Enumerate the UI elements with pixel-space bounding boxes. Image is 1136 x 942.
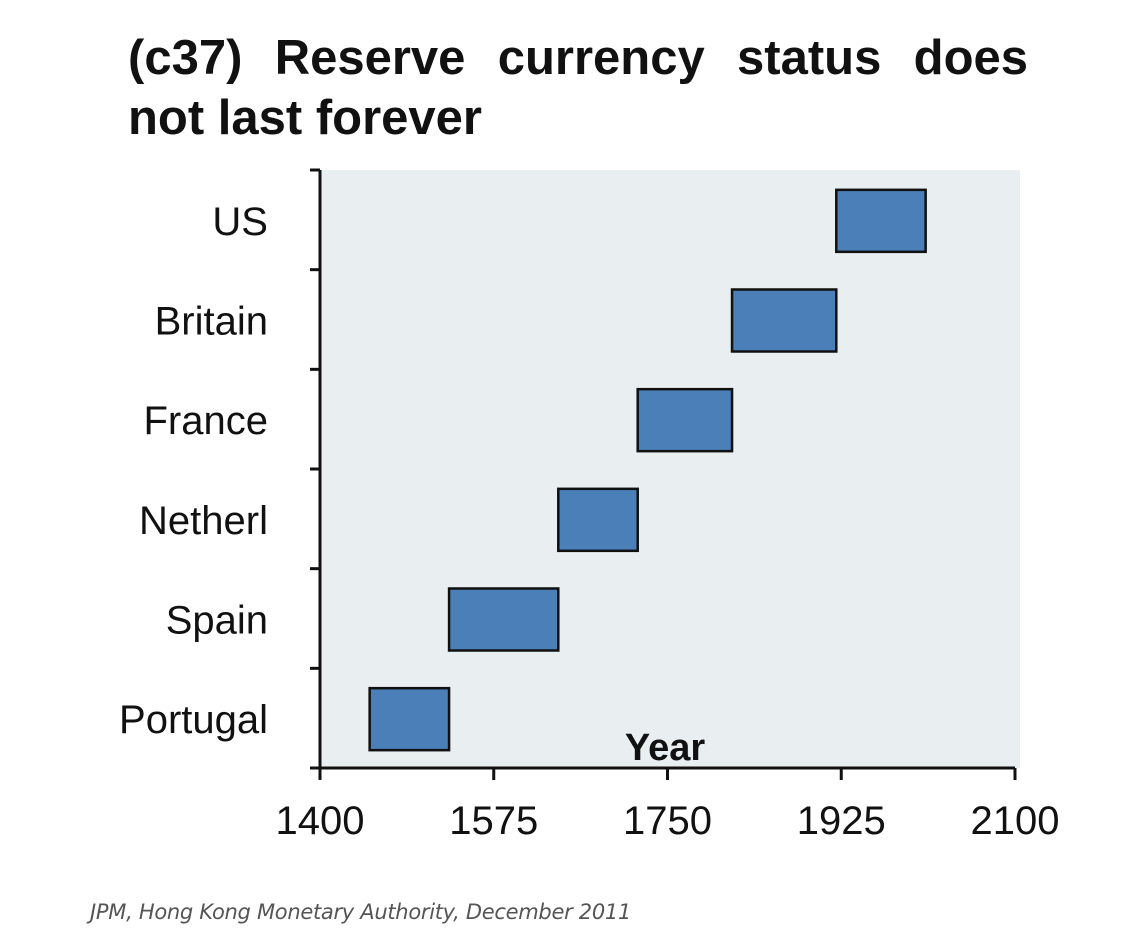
chart-area: 1400 1575 1750 1925 2100 US Britain France Nethe… bbox=[119, 168, 1060, 843]
category-label-spain: Spain bbox=[166, 599, 268, 643]
plot-background bbox=[320, 170, 1020, 768]
x-tick-label: 1750 bbox=[623, 799, 712, 843]
bar-britain bbox=[730, 288, 838, 353]
bar-us bbox=[835, 188, 927, 254]
chart-title: (c37) Reserve currency status does not l… bbox=[128, 31, 1028, 145]
x-tick-label: 2100 bbox=[971, 799, 1060, 843]
category-label-netherl: Netherl bbox=[139, 499, 268, 543]
source-note: JPM, Hong Kong Monetary Authority, Decem… bbox=[90, 900, 632, 924]
bar-spain bbox=[447, 587, 560, 652]
bar-france bbox=[636, 387, 734, 453]
category-label-portugal: Portugal bbox=[119, 698, 268, 742]
x-axis-title: Year bbox=[625, 727, 706, 769]
x-tick-label: 1400 bbox=[276, 799, 365, 843]
category-label-france: France bbox=[144, 399, 269, 443]
x-tick-label: 1575 bbox=[449, 799, 538, 843]
x-tick-label: 1925 bbox=[797, 799, 886, 843]
category-label-us: US bbox=[212, 200, 268, 244]
bar-portugal bbox=[368, 686, 451, 752]
bar-netherl bbox=[557, 487, 639, 553]
category-label-britain: Britain bbox=[155, 300, 268, 344]
